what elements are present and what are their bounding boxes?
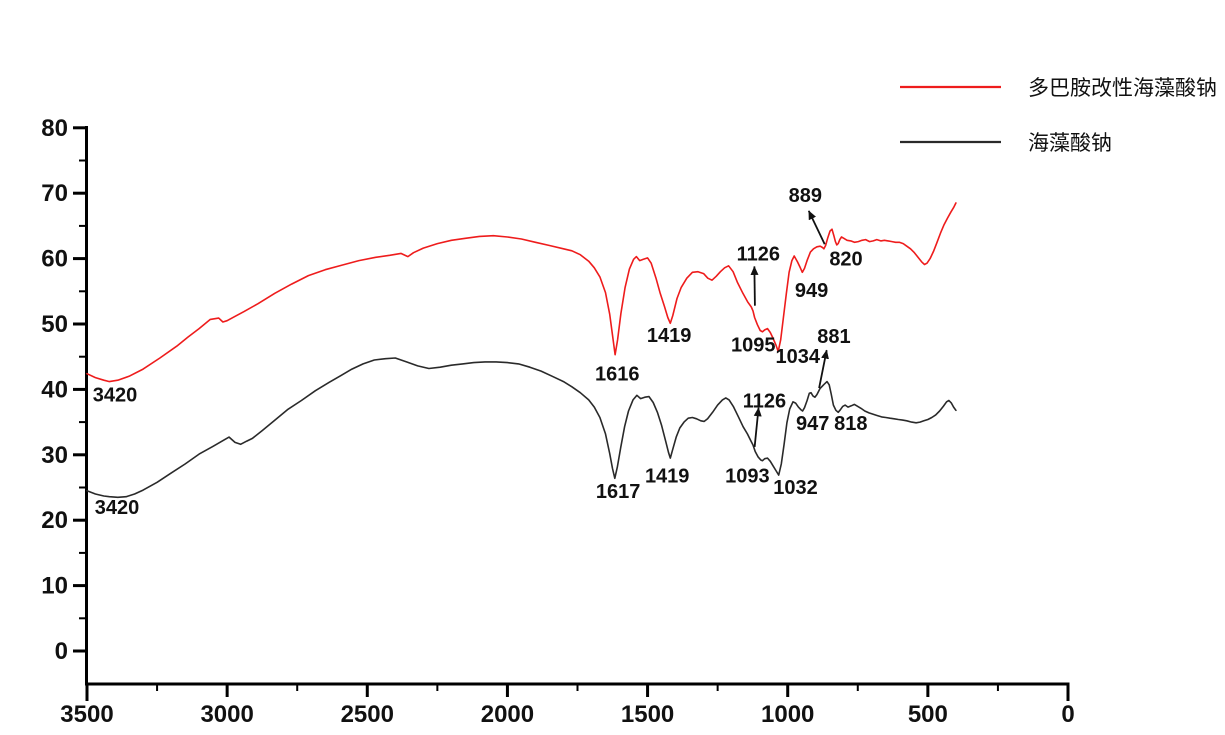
peak-label-dopamine_modified_sodium_alginate-1034: 1034 bbox=[776, 346, 821, 368]
y-tick-label: 40 bbox=[41, 376, 68, 403]
y-tick-label: 20 bbox=[41, 507, 68, 534]
x-tick-label: 1500 bbox=[621, 701, 674, 728]
peak-label-sodium_alginate-1126: 1126 bbox=[743, 391, 786, 413]
y-tick-label: 80 bbox=[41, 115, 68, 142]
series-line-dopamine_modified_sodium_alginate bbox=[86, 202, 957, 383]
x-tick-label: 3000 bbox=[200, 701, 253, 728]
peak-label-dopamine_modified_sodium_alginate-1616: 1616 bbox=[595, 364, 640, 386]
peak-label-dopamine_modified_sodium_alginate-1095: 1095 bbox=[731, 334, 776, 356]
legend-item-dopamine_modified_sodium_alginate: 多巴胺改性海藻酸钠 bbox=[900, 77, 1217, 100]
legend-label-sodium_alginate: 海藻酸钠 bbox=[1028, 132, 1112, 155]
x-tick-label: 500 bbox=[908, 701, 948, 728]
peak-label-dopamine_modified_sodium_alginate-820: 820 bbox=[829, 249, 862, 271]
x-tick-label: 1000 bbox=[761, 701, 814, 728]
y-tick-label: 60 bbox=[41, 246, 68, 273]
peak-label-dopamine_modified_sodium_alginate-1419: 1419 bbox=[647, 325, 692, 347]
y-tick-label: 0 bbox=[55, 638, 68, 665]
series-line-sodium_alginate bbox=[86, 357, 957, 499]
peak-label-sodium_alginate-1617: 1617 bbox=[596, 481, 641, 503]
peak-label-sodium_alginate-818: 818 bbox=[834, 413, 867, 435]
peak-label-dopamine_modified_sodium_alginate-889: 889 bbox=[789, 185, 822, 207]
peak-label-sodium_alginate-1419: 1419 bbox=[645, 466, 690, 488]
peak-label-sodium_alginate-3420: 3420 bbox=[95, 497, 140, 519]
peak-label-sodium_alginate-1032: 1032 bbox=[773, 477, 818, 499]
peak-arrow-1126 bbox=[750, 265, 759, 306]
peak-label-dopamine_modified_sodium_alginate-949: 949 bbox=[795, 280, 828, 302]
peak-arrow-881 bbox=[818, 349, 829, 389]
legend-item-sodium_alginate: 海藻酸钠 bbox=[900, 132, 1112, 155]
y-tick-label: 10 bbox=[41, 573, 68, 600]
peak-label-sodium_alginate-1093: 1093 bbox=[725, 466, 770, 488]
peak-label-sodium_alginate-881: 881 bbox=[817, 326, 850, 348]
y-tick-label: 50 bbox=[41, 311, 68, 338]
x-tick-label: 3500 bbox=[60, 701, 113, 728]
y-tick-label: 70 bbox=[41, 180, 68, 207]
x-tick-label: 2000 bbox=[481, 701, 534, 728]
y-tick-label: 30 bbox=[41, 442, 68, 469]
legend-label-dopamine_modified_sodium_alginate: 多巴胺改性海藻酸钠 bbox=[1028, 77, 1217, 100]
peak-label-sodium_alginate-947: 947 bbox=[796, 413, 829, 435]
peak-arrow-1126 bbox=[753, 407, 762, 448]
peak-arrow-889 bbox=[807, 210, 826, 245]
x-tick-label: 2500 bbox=[341, 701, 394, 728]
x-tick-label: 0 bbox=[1061, 701, 1074, 728]
peak-label-dopamine_modified_sodium_alginate-3420: 3420 bbox=[93, 385, 138, 407]
peak-label-dopamine_modified_sodium_alginate-1126: 1126 bbox=[737, 243, 780, 265]
